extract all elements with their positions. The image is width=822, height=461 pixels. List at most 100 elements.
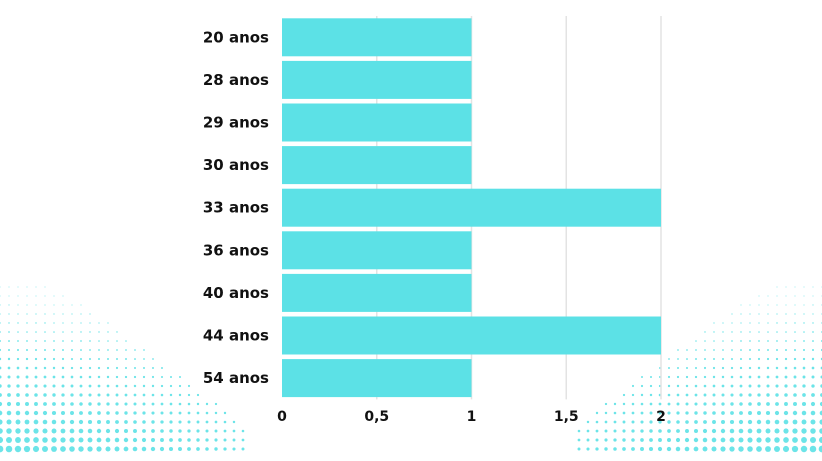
decor-dot — [169, 447, 173, 451]
decor-dot — [53, 322, 54, 323]
decor-dot — [16, 411, 20, 415]
decor-dot — [812, 322, 813, 323]
decor-dot — [785, 313, 786, 314]
decor-dot — [605, 430, 608, 433]
decor-dot — [8, 367, 11, 370]
decor-dot — [676, 447, 680, 451]
decor-dot — [124, 438, 128, 442]
decor-dot — [215, 412, 217, 414]
decor-dot — [748, 411, 752, 415]
decor-dot — [703, 402, 706, 405]
decor-dot — [605, 412, 607, 414]
decor-dot — [786, 287, 787, 288]
decor-dot — [7, 384, 10, 387]
decor-dot — [187, 447, 191, 451]
decor-dot — [89, 358, 91, 360]
decor-dot — [677, 403, 680, 406]
decor-dot — [45, 296, 46, 297]
decor-dot — [595, 438, 598, 441]
decor-dot — [712, 411, 716, 415]
decor-dot — [667, 447, 671, 451]
decor-dot — [758, 331, 760, 333]
decor-dot — [801, 437, 807, 443]
decor-dot — [53, 313, 54, 314]
decor-dot — [35, 367, 38, 370]
decor-dot — [802, 411, 806, 415]
decor-dot — [685, 429, 689, 433]
decor-dot — [802, 402, 806, 406]
decor-dot — [133, 429, 137, 433]
decor-dot — [749, 358, 751, 360]
decor-dot — [775, 411, 779, 415]
decor-dot — [758, 385, 761, 388]
decor-dot — [26, 358, 28, 360]
decor-dot — [631, 438, 635, 442]
decor-dot — [35, 340, 37, 342]
decor-dot — [695, 385, 698, 388]
decor-dot — [196, 438, 199, 441]
decor-dot — [25, 402, 29, 406]
decor-dot — [242, 430, 245, 433]
decor-dot — [694, 420, 698, 424]
decor-dot — [17, 367, 20, 370]
decor-dot — [107, 385, 110, 388]
decor-dot — [33, 446, 39, 452]
decor-dot — [765, 446, 771, 452]
decor-dot — [188, 385, 190, 387]
decor-dot — [704, 340, 706, 342]
decor-dot — [729, 446, 734, 451]
decor-dot — [134, 376, 136, 378]
decor-dot — [143, 358, 145, 360]
decor-dot — [812, 340, 814, 342]
bars — [282, 18, 661, 397]
category-label: 20 anos — [203, 28, 269, 46]
decor-dot — [133, 402, 136, 405]
decor-dot — [810, 428, 816, 434]
decor-dot — [17, 331, 19, 333]
decor-dot — [722, 322, 723, 323]
decor-dot — [713, 394, 716, 397]
decor-dot — [169, 429, 172, 432]
decor-dot — [98, 322, 99, 323]
decor-dot — [62, 358, 64, 360]
category-label: 33 anos — [203, 199, 269, 217]
decor-dot — [785, 304, 786, 305]
decor-dot — [811, 411, 816, 416]
decor-dot — [713, 322, 714, 323]
decor-dot — [25, 411, 29, 415]
decor-dot — [188, 394, 190, 396]
decor-dot — [803, 304, 804, 305]
decor-dot — [757, 411, 761, 415]
decor-dot — [143, 376, 145, 378]
decor-dot — [777, 287, 778, 288]
decor-dot — [116, 367, 118, 369]
decor-dot — [740, 322, 741, 323]
decor-dot — [622, 447, 626, 451]
decor-dot — [88, 402, 91, 405]
decor-dot — [587, 430, 590, 433]
decor-dot — [71, 385, 74, 388]
decor-dot — [803, 376, 806, 379]
decor-dot — [78, 437, 83, 442]
decor-dot — [623, 421, 626, 424]
decor-dot — [731, 331, 732, 332]
decor-dot — [721, 438, 726, 443]
decor-dot — [80, 304, 81, 305]
decor-dot — [70, 420, 74, 424]
decor-dot — [668, 358, 670, 360]
decor-dot — [63, 296, 64, 297]
decor-dot — [105, 446, 110, 451]
decor-dot — [812, 331, 814, 333]
decor-dot — [27, 296, 28, 297]
decor-dot — [756, 446, 762, 452]
decor-dot — [35, 358, 37, 360]
decor-dot — [694, 438, 698, 442]
decor-dot — [749, 304, 750, 305]
decor-dot — [740, 340, 742, 342]
decor-dot — [9, 287, 10, 288]
decor-dot — [161, 385, 163, 387]
decor-dot — [738, 446, 743, 451]
decor-dot — [740, 385, 743, 388]
decor-dot — [720, 446, 725, 451]
